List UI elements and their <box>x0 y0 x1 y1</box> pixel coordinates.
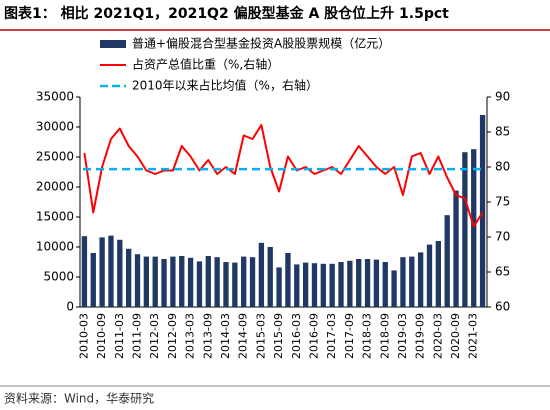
y2-tick-label: 65 <box>495 265 510 279</box>
bar <box>108 235 114 307</box>
bar <box>453 190 459 307</box>
y2-tick-label: 85 <box>495 125 510 139</box>
bar <box>90 253 96 307</box>
y2-tick-label: 90 <box>495 90 510 104</box>
x-tick-label: 2011-03 <box>113 313 126 359</box>
x-tick-label: 2013-09 <box>201 313 214 359</box>
source: 资料来源：Wind，华泰研究 <box>4 391 154 406</box>
bar <box>417 252 424 307</box>
bar <box>320 263 326 307</box>
x-tick-label: 2018-09 <box>378 313 391 359</box>
y2-tick-label: 70 <box>495 230 510 244</box>
chart-title: 图表1： 相比 2021Q1，2021Q2 偏股型基金 A 股仓位上升 1.5p… <box>4 5 449 22</box>
bar <box>479 115 486 307</box>
bar <box>435 241 441 307</box>
x-tick-label: 2013-03 <box>184 313 197 359</box>
bar <box>311 263 318 307</box>
bar <box>143 256 150 307</box>
bar <box>223 262 229 307</box>
x-tick-label: 2015-03 <box>254 313 267 359</box>
x-tick-label: 2018-03 <box>361 313 374 359</box>
y-tick-label: 5000 <box>43 270 74 284</box>
bar <box>364 259 371 307</box>
bar <box>117 239 123 307</box>
bar <box>267 247 273 307</box>
bar <box>205 256 211 307</box>
bar <box>170 256 176 307</box>
bar <box>196 261 203 307</box>
bar <box>241 256 247 307</box>
x-tick-label: 2011-09 <box>131 313 144 359</box>
bar <box>409 256 415 307</box>
bar <box>471 149 477 307</box>
bar <box>276 267 282 307</box>
y-tick-label: 10000 <box>36 240 74 254</box>
legend-label: 2010年以来占比均值（%，右轴） <box>132 78 318 93</box>
bar <box>444 215 450 307</box>
bar <box>302 262 309 307</box>
x-tick-label: 2016-03 <box>290 313 303 359</box>
x-tick-label: 2014-03 <box>219 313 232 359</box>
y-tick-label: 0 <box>66 300 74 314</box>
bar <box>347 260 353 307</box>
bar <box>426 244 433 307</box>
y-tick-label: 35000 <box>36 90 74 104</box>
y2-tick-label: 60 <box>495 300 510 314</box>
x-tick-label: 2019-03 <box>396 313 409 359</box>
x-tick-label: 2016-09 <box>307 313 320 359</box>
bar <box>382 262 388 307</box>
x-tick-label: 2020-03 <box>431 313 444 359</box>
bar <box>258 242 265 307</box>
legend-label: 普通+偏股混合型基金投资A股股票规模（亿元） <box>132 36 390 51</box>
bar <box>99 237 105 307</box>
x-tick-label: 2021-03 <box>467 313 480 359</box>
legend-label: 占资产总值比重（%,右轴） <box>132 57 279 72</box>
bar <box>161 259 167 307</box>
y2-tick-label: 75 <box>495 195 510 209</box>
bar <box>214 257 220 307</box>
x-tick-label: 2012-03 <box>148 313 161 359</box>
bar <box>294 264 300 307</box>
y-tick-label: 20000 <box>36 180 74 194</box>
y2-tick-label: 80 <box>495 160 510 174</box>
line <box>83 124 484 228</box>
y-tick-label: 15000 <box>36 210 74 224</box>
x-tick-label: 2010-03 <box>77 313 90 359</box>
bar <box>285 253 291 307</box>
x-tick-label: 2017-09 <box>343 313 356 359</box>
bar <box>152 256 158 307</box>
x-tick-label: 2017-03 <box>325 313 338 359</box>
bar <box>400 257 406 307</box>
bar <box>179 256 185 307</box>
x-tick-label: 2019-09 <box>414 313 427 359</box>
bar <box>462 152 468 307</box>
bar <box>391 270 397 307</box>
bar <box>232 262 238 307</box>
bar <box>126 248 132 307</box>
bar <box>249 257 256 307</box>
x-tick-label: 2014-09 <box>237 313 250 359</box>
bar <box>356 259 362 307</box>
bar <box>338 262 344 307</box>
legend-swatch <box>100 40 126 48</box>
x-tick-label: 2015-09 <box>272 313 285 359</box>
y-tick-label: 30000 <box>36 120 74 134</box>
y-tick-label: 25000 <box>36 150 74 164</box>
bar <box>134 254 141 307</box>
bar <box>373 259 380 307</box>
bar <box>81 236 88 307</box>
bar <box>329 263 335 307</box>
bar <box>187 257 194 307</box>
x-tick-label: 2012-09 <box>166 313 179 359</box>
x-tick-label: 2010-09 <box>95 313 108 359</box>
x-tick-label: 2020-09 <box>449 313 462 359</box>
